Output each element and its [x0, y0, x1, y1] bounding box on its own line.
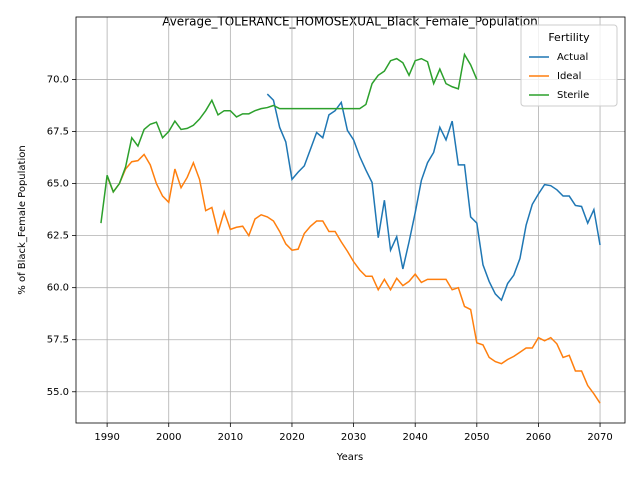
y-tick-label: 57.5 [47, 335, 69, 346]
y-axis-label: % of Black_Female Population [17, 145, 28, 294]
x-tick-label: 2010 [218, 432, 243, 443]
x-tick-label: 2040 [402, 432, 427, 443]
x-tick-label: 2070 [587, 432, 612, 443]
series-line [266, 93, 601, 302]
y-tick-label: 60.0 [47, 283, 69, 294]
y-tick-label: 62.5 [47, 231, 69, 242]
x-tick-label: 2050 [464, 432, 489, 443]
legend-label: Sterile [557, 90, 589, 101]
chart-title: Average_TOLERANCE_HOMOSEXUAL_Black_Femal… [162, 15, 538, 29]
series-line [100, 52, 478, 224]
x-tick-label: 1990 [94, 432, 119, 443]
y-tick-label: 65.0 [47, 179, 69, 190]
x-tick-label: 2000 [156, 432, 181, 443]
x-tick-label: 2030 [341, 432, 366, 443]
legend-title: Fertility [548, 31, 590, 44]
x-tick-label: 2060 [526, 432, 551, 443]
series-line [106, 153, 601, 404]
x-axis-label: Years [336, 452, 363, 463]
x-tick-label: 2020 [279, 432, 304, 443]
legend: Fertility Actual Ideal Sterile [520, 24, 618, 107]
legend-label: Ideal [557, 71, 581, 82]
legend-label: Actual [557, 52, 588, 63]
y-tick-label: 70.0 [47, 74, 69, 85]
y-tick-label: 67.5 [47, 127, 69, 138]
plot-frame [75, 16, 626, 424]
legend-box [520, 24, 618, 107]
y-tick-label: 55.0 [47, 387, 69, 398]
